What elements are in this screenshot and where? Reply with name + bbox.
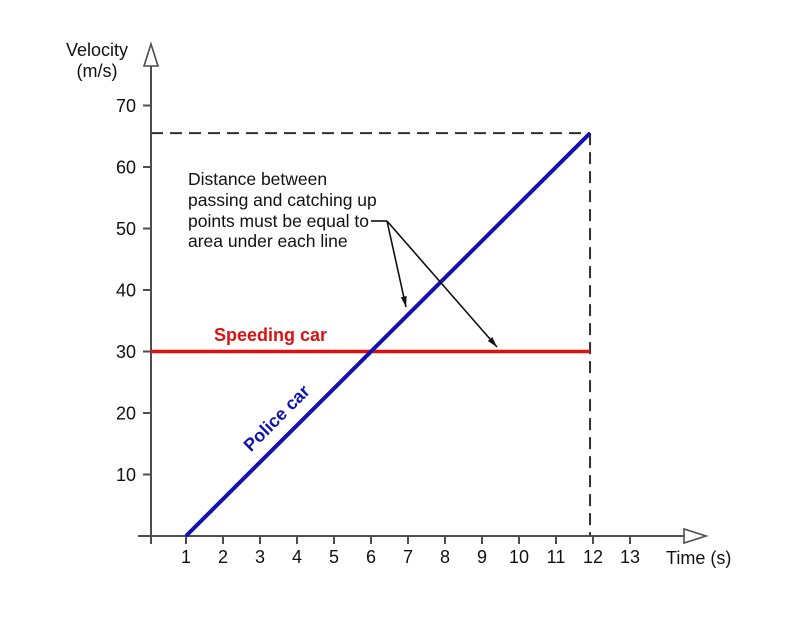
annotation-text: Distance between passing and catching up…: [188, 169, 377, 252]
annotation-line-1: Distance between: [188, 169, 328, 189]
x-tick-label: 2: [218, 547, 228, 567]
x-tick-label: 12: [583, 547, 603, 567]
x-tick-label: 8: [440, 547, 450, 567]
annotation-arrow-to-speeding-line: [386, 220, 498, 348]
y-tick-label: 60: [116, 158, 136, 178]
x-tick-label: 7: [403, 547, 413, 567]
y-axis-arrow-icon: [142, 41, 160, 67]
annotation-line-3: points must be equal to: [188, 210, 369, 231]
y-tick-label: 20: [116, 404, 136, 424]
x-tick-label: 6: [366, 547, 376, 567]
y-tick-label: 10: [116, 465, 136, 485]
series-label-speeding-car: Speeding car: [214, 325, 328, 345]
x-tick-label: 11: [547, 547, 566, 567]
x-tick-label: 4: [292, 547, 302, 567]
annotation-arrow-to-speeding-line-head-icon: [487, 337, 497, 347]
y-axis-title-line1: Velocity: [65, 40, 129, 60]
x-axis-arrow-icon: [683, 527, 709, 545]
x-tick-label: 1: [181, 547, 191, 567]
x-tick-label: 10: [509, 547, 529, 567]
x-tick-label: 5: [329, 547, 339, 567]
annotation-arrow-to-police-line: [386, 220, 407, 308]
annotation-arrow-to-police-line-head-icon: [400, 296, 407, 307]
y-axis-title: Velocity (m/s): [59, 40, 135, 82]
y-tick-label: 50: [116, 219, 136, 239]
annotation-line-4: area under each line: [188, 231, 348, 252]
x-axis-title: Time (s): [666, 548, 732, 568]
annotation-line-2: passing and catching up: [188, 189, 377, 210]
series-line-police-car: [184, 131, 592, 538]
x-tick-label: 9: [477, 547, 487, 567]
y-tick-label: 30: [116, 342, 136, 362]
y-axis-title-line2: (m/s): [76, 61, 118, 81]
y-tick-label: 70: [116, 96, 136, 116]
x-tick-label: 3: [255, 547, 265, 567]
y-tick-label: 40: [116, 281, 136, 301]
x-tick-label: 13: [620, 547, 640, 567]
